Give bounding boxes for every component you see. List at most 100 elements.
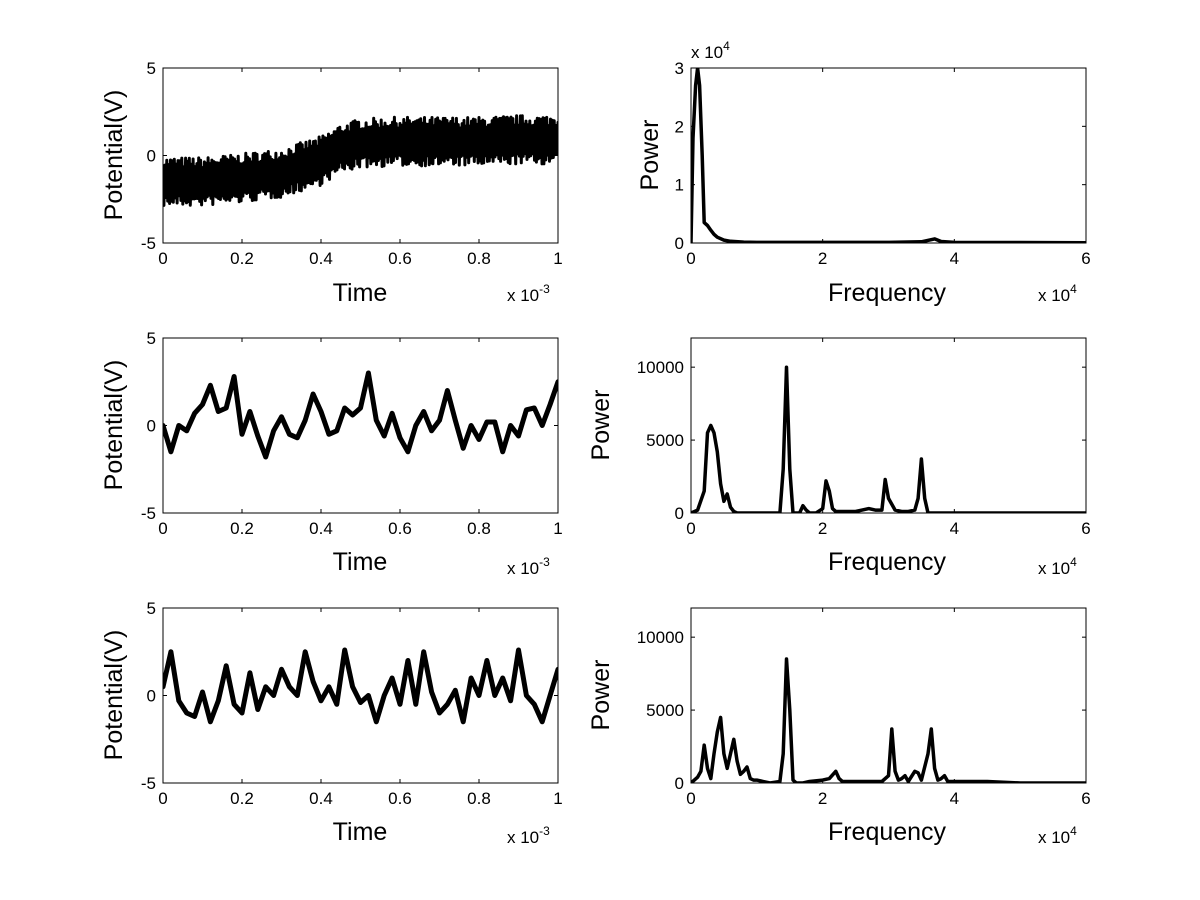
tick-labels: 0 2 4 6 0 5000 10000 xyxy=(637,628,1091,808)
x-tick-label: 0.8 xyxy=(467,789,491,808)
x-tick-label: 0.8 xyxy=(467,519,491,538)
y-tick-label: 1 xyxy=(675,176,684,195)
x-tick-label: 6 xyxy=(1081,789,1090,808)
x-tick-label: 0 xyxy=(158,519,167,538)
y-tick-label: 10000 xyxy=(637,358,684,377)
power-line xyxy=(691,68,1086,243)
x-tick-label: 4 xyxy=(950,519,959,538)
power-line xyxy=(691,365,1086,513)
x-tick-label: 0 xyxy=(686,249,695,268)
panel-spectrum-1: 0 2 4 6 0 1 2 3 Frequency Power x 104 x 104 xyxy=(636,39,1091,307)
y-axis-label: Potential(V) xyxy=(100,90,128,221)
y-axis-multiplier: x 104 xyxy=(691,39,730,62)
x-axis-multiplier: x 104 xyxy=(1038,555,1077,578)
x-axis-label: Time xyxy=(333,548,388,576)
y-tick-label: 10000 xyxy=(637,628,684,647)
panel-time-3: 0 0.2 0.4 0.6 0.8 1-505 Time Potential(V) x 1… xyxy=(100,599,563,847)
y-tick-label: -5 xyxy=(141,504,156,523)
x-axis-label: Time xyxy=(333,279,388,307)
x-tick-label: 0.6 xyxy=(388,519,412,538)
plot-frame xyxy=(162,337,559,514)
y-tick-label: 0 xyxy=(675,774,684,793)
panel-time-1: 0 0.2 0.4 0.6 0.8 1-505 Time Potential(V) x 1… xyxy=(100,59,563,307)
x-tick-label: 0.6 xyxy=(388,789,412,808)
x-axis-label: Time xyxy=(333,818,388,846)
y-axis-label: Potential(V) xyxy=(100,630,128,761)
x-axis-label: Frequency xyxy=(828,818,947,846)
x-tick-label: 2 xyxy=(818,789,827,808)
signal-line xyxy=(163,114,558,207)
plot-frame xyxy=(162,607,559,784)
y-axis-label: Potential(V) xyxy=(100,360,128,491)
tick-marks xyxy=(162,607,559,784)
x-axis-multiplier: x 10-3 xyxy=(507,824,550,847)
y-tick-label: 5 xyxy=(147,329,156,348)
tick-labels: 0 0.2 0.4 0.6 0.8 1-505 xyxy=(141,329,563,538)
y-tick-label: 5000 xyxy=(646,431,684,450)
panel-spectrum-3: 0 2 4 6 0 5000 10000 Frequency Power x 104 xyxy=(587,607,1091,847)
y-axis-label: Power xyxy=(587,660,615,731)
y-tick-label: 0 xyxy=(675,504,684,523)
y-tick-label: 0 xyxy=(147,417,156,436)
x-tick-label: 6 xyxy=(1081,519,1090,538)
x-tick-label: 0.2 xyxy=(230,249,254,268)
tick-labels: 0 2 4 6 0 5000 10000 xyxy=(637,358,1091,538)
x-axis-multiplier: x 10-3 xyxy=(507,282,550,305)
x-tick-label: 0 xyxy=(686,519,695,538)
y-axis-label: Power xyxy=(636,120,664,191)
x-axis-multiplier: x 10-3 xyxy=(507,555,550,578)
x-tick-label: 0 xyxy=(686,789,695,808)
x-tick-label: 0.6 xyxy=(388,249,412,268)
plot-area xyxy=(163,370,558,460)
y-tick-label: -5 xyxy=(141,234,156,253)
x-tick-label: 0 xyxy=(158,789,167,808)
y-tick-label: 5 xyxy=(147,59,156,78)
x-tick-label: 0.4 xyxy=(309,519,333,538)
x-tick-label: 4 xyxy=(950,789,959,808)
y-tick-label: 5000 xyxy=(646,701,684,720)
x-tick-label: 1 xyxy=(553,519,562,538)
x-axis-label: Frequency xyxy=(828,548,947,576)
x-tick-label: 0 xyxy=(158,249,167,268)
x-axis-label: Frequency xyxy=(828,279,947,307)
tick-marks xyxy=(162,337,559,514)
x-tick-label: 1 xyxy=(553,249,562,268)
y-tick-label: 5 xyxy=(147,599,156,618)
x-tick-label: 0.8 xyxy=(467,249,491,268)
plot-frame xyxy=(690,67,1087,244)
x-tick-label: 2 xyxy=(818,519,827,538)
plot-area xyxy=(691,68,1086,243)
y-tick-label: 0 xyxy=(147,147,156,166)
x-tick-label: 0.4 xyxy=(309,249,333,268)
panel-spectrum-2: 0 2 4 6 0 5000 10000 Frequency Power x 104 xyxy=(587,337,1091,578)
signal-line xyxy=(163,647,558,725)
tick-labels: 0 2 4 6 0 1 2 3 xyxy=(675,59,1091,268)
y-tick-label: 2 xyxy=(675,117,684,136)
x-tick-label: 0.2 xyxy=(230,519,254,538)
x-tick-label: 6 xyxy=(1081,249,1090,268)
y-tick-label: 0 xyxy=(147,687,156,706)
x-tick-label: 2 xyxy=(818,249,827,268)
y-tick-label: 0 xyxy=(675,234,684,253)
plot-area xyxy=(163,114,558,207)
plot-area xyxy=(163,647,558,725)
tick-marks xyxy=(162,67,559,244)
plot-area xyxy=(691,657,1086,783)
y-tick-label: 3 xyxy=(675,59,684,78)
plot-area xyxy=(691,365,1086,513)
tick-labels: 0 0.2 0.4 0.6 0.8 1-505 xyxy=(141,599,563,808)
x-tick-label: 0.2 xyxy=(230,789,254,808)
panel-time-2: 0 0.2 0.4 0.6 0.8 1-505 Time Potential(V) x 1… xyxy=(100,329,563,578)
x-axis-multiplier: x 104 xyxy=(1038,282,1077,305)
power-line xyxy=(691,657,1086,783)
plot-frame xyxy=(690,337,1087,514)
tick-labels: 0 0.2 0.4 0.6 0.8 1-505 xyxy=(141,59,563,268)
x-tick-label: 0.4 xyxy=(309,789,333,808)
y-axis-label: Power xyxy=(587,390,615,461)
x-tick-label: 4 xyxy=(950,249,959,268)
y-tick-label: -5 xyxy=(141,774,156,793)
x-axis-multiplier: x 104 xyxy=(1038,824,1077,847)
x-tick-label: 1 xyxy=(553,789,562,808)
signal-line xyxy=(163,370,558,460)
